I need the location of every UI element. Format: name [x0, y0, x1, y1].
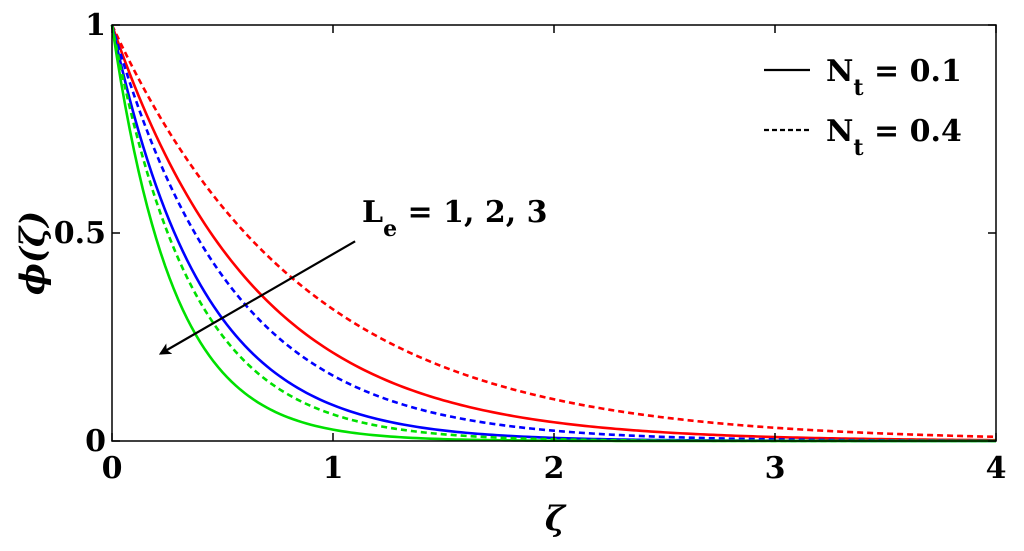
series-line-le1-solid: [110, 24, 997, 442]
x-axis-label: ζ: [545, 499, 567, 539]
x-tick-label: 4: [986, 451, 1007, 486]
tick-marks: [111, 24, 997, 442]
y-tick-label: 0: [85, 424, 106, 459]
x-tick-label: 2: [544, 451, 565, 486]
y-axis-label: ϕ(ζ): [13, 211, 53, 295]
legend-entry-label: Nt = 0.4: [826, 114, 962, 161]
legend-entry-label: Nt = 0.1: [826, 54, 962, 101]
tick-labels: 0 1 2 3 4 0 0.5 1: [54, 8, 1007, 486]
le-arrow: [158, 240, 356, 355]
x-tick-label: 0: [102, 451, 123, 486]
x-tick-label: 3: [765, 451, 786, 486]
y-tick-label: 1: [85, 8, 106, 43]
y-tick-label: 0.5: [54, 216, 106, 251]
series-line-le2-dashed: [110, 24, 997, 443]
x-tick-label: 1: [323, 451, 344, 486]
series-line-le1-dashed: [110, 24, 997, 439]
le-annotation: Le = 1, 2, 3: [158, 195, 548, 355]
legend: Nt = 0.1 Nt = 0.4: [764, 54, 962, 161]
le-annotation-label: Le = 1, 2, 3: [362, 195, 548, 242]
